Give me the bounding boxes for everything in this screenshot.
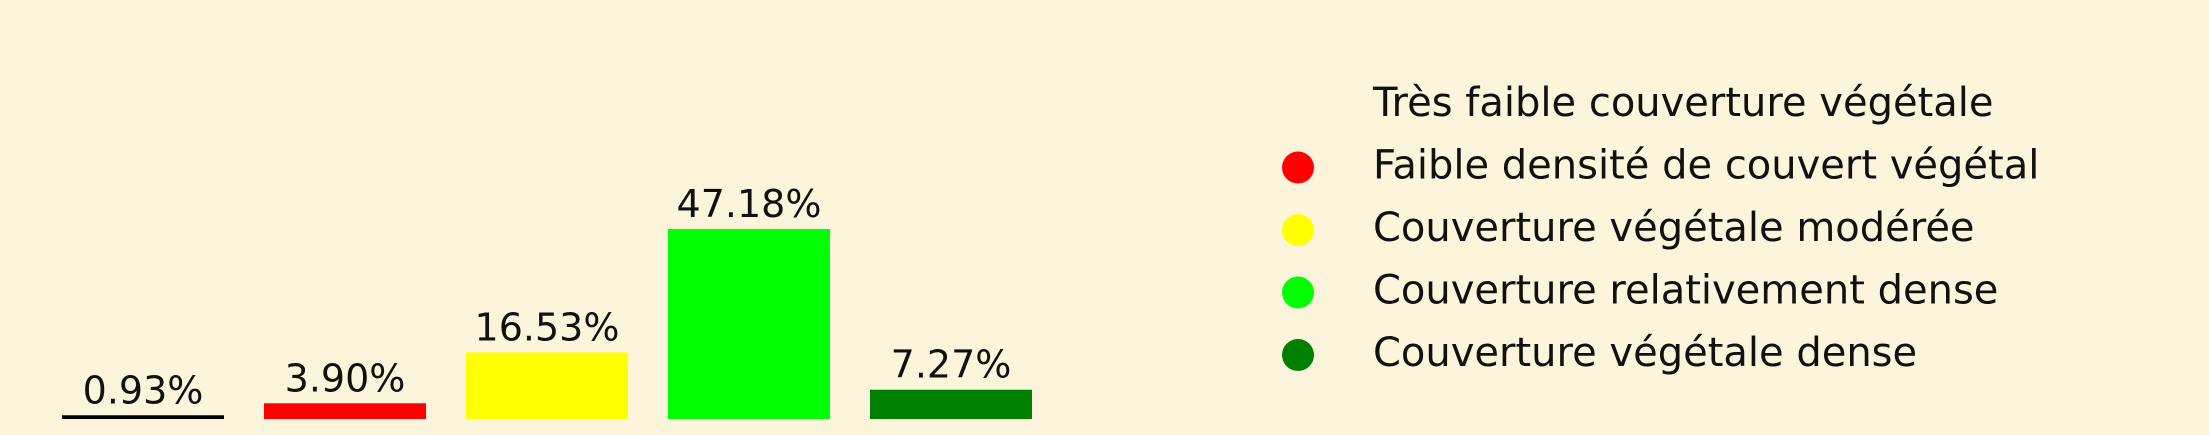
legend: Très faible couverture végétale Faible de… [1282, 80, 2039, 376]
bars-group [62, 229, 1032, 419]
bar-value-label: 3.90% [285, 356, 406, 400]
legend-marker-3 [1282, 214, 1314, 246]
legend-marker-2 [1282, 151, 1314, 184]
bar-2 [264, 403, 426, 419]
bar-value-label: 7.27% [891, 343, 1012, 387]
bar-labels-group: 0.93% 3.90% 16.53% 47.18% 7.27% [83, 182, 1012, 412]
legend-label-1: Très faible couverture végétale [1372, 80, 1994, 126]
bar-1 [62, 415, 224, 419]
bar-3 [466, 352, 628, 419]
legend-marker-1 [1282, 89, 1314, 121]
legend-marker-4 [1282, 276, 1314, 309]
bar-5 [870, 389, 1032, 419]
bar-value-label: 0.93% [83, 368, 204, 412]
legend-label-3: Couverture végétale modérée [1373, 205, 1975, 251]
bar-4 [668, 229, 830, 419]
legend-label-5: Couverture végétale dense [1373, 330, 1917, 376]
legend-label-2: Faible densité de couvert végétal [1373, 143, 2039, 189]
legend-label-4: Couverture relativement dense [1373, 268, 1998, 314]
bar-value-label: 47.18% [677, 182, 822, 226]
legend-marker-5 [1282, 339, 1314, 371]
bar-value-label: 16.53% [475, 305, 620, 349]
